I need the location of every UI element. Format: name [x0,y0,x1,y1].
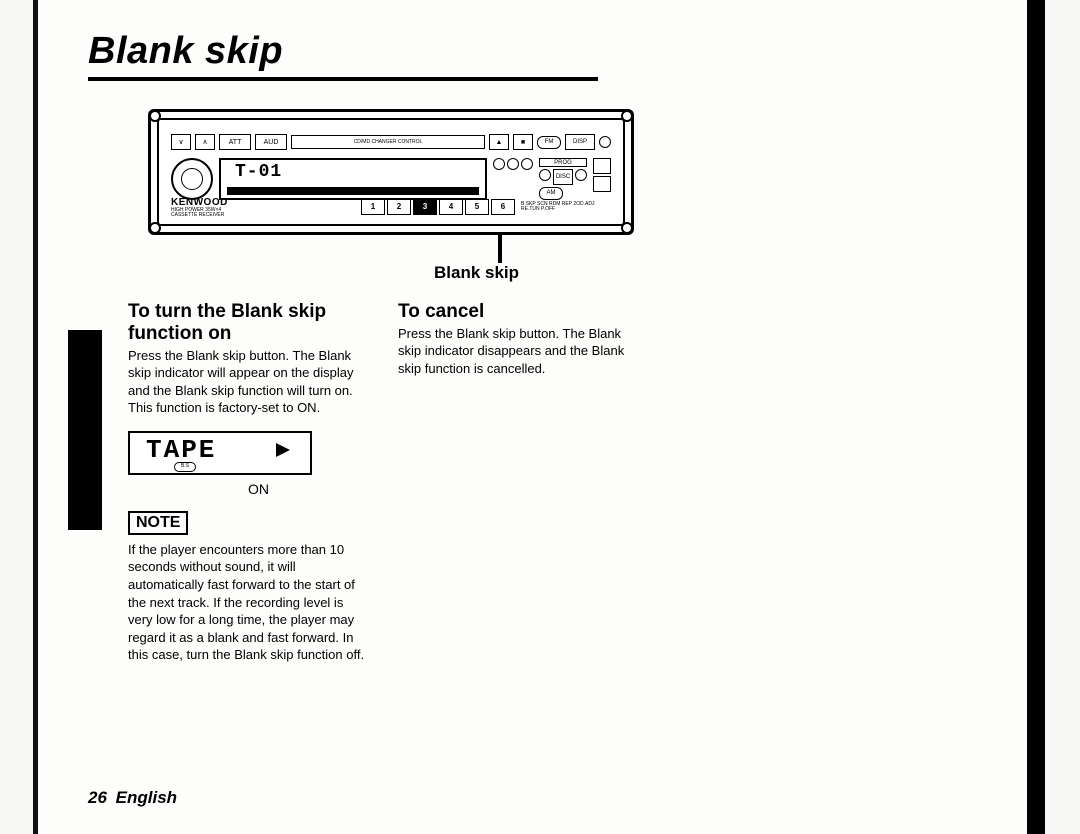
column-left: To turn the Blank skip function on Press… [128,301,368,674]
sq-button-1 [593,158,611,174]
disp-button: DISP [565,134,595,150]
seek-mid-icon [507,158,519,170]
note-body: If the player encounters more than 10 se… [128,541,368,664]
lcd-text: T-01 [235,162,282,182]
preset-3-blank-skip: 3 [413,199,437,215]
model-text: HIGH POWER 35W×4CASSETTE RECEIVER [171,208,228,218]
src-button: ■ [513,134,533,150]
att-button: ATT [219,134,251,150]
page-number: 26 [88,788,107,807]
callout-line [498,235,502,263]
down-button: ∧ [195,134,215,150]
note-box: NOTE [128,511,188,535]
preset-1: 1 [361,199,385,215]
seek-left-icon [493,158,505,170]
play-icon [276,443,290,457]
volume-knob [171,158,213,200]
bs-indicator: B.S [174,462,196,472]
left-heading: To turn the Blank skip function on [128,301,368,345]
seek-right-icon [521,158,533,170]
lcd-display: T-01 [219,158,487,200]
aud-button: AUD [255,134,287,150]
eject-button: ▲ [489,134,509,150]
prog-button: PROG [539,158,587,167]
preset-row: 1 2 3 4 5 6 [361,199,515,215]
preset-6: 6 [491,199,515,215]
content-columns: To turn the Blank skip function on Press… [128,301,997,674]
ff-icon [575,169,587,181]
disc-button: DISC [553,169,573,185]
tape-display: TAPE B.S [128,431,312,475]
right-body: Press the Blank skip button. The Blank s… [398,325,638,378]
tape-display-text: TAPE [146,435,216,465]
fm-button: FM [537,136,561,149]
brand-label: KENWOOD [171,197,228,208]
device-top-label: CD/MD CHANGER CONTROL [291,135,485,149]
right-heading: To cancel [398,301,638,323]
page-inner: Blank skip Cassette player features ∨ ∧ … [38,0,1027,834]
manual-page: Blank skip Cassette player features ∨ ∧ … [33,0,1045,834]
up-button: ∨ [171,134,191,150]
preset-2: 2 [387,199,411,215]
rew-icon [539,169,551,181]
callout-label: Blank skip [434,263,997,283]
preset-4: 4 [439,199,463,215]
sq-button-2 [593,176,611,192]
power-led [599,136,611,148]
device-diagram: ∨ ∧ ATT AUD CD/MD CHANGER CONTROL ▲ ■ FM… [148,109,997,283]
column-right: To cancel Press the Blank skip button. T… [398,301,638,674]
language-label: English [116,788,177,807]
preset-5: 5 [465,199,489,215]
bottom-small-text: B.SKP SCN RDM REP 2OD.ADJ RE.TUN P.OFF [521,202,611,212]
page-title: Blank skip [88,30,997,73]
on-label: ON [248,481,368,497]
page-footer: 26 English [88,788,177,808]
side-tab-block [68,330,102,530]
left-body: Press the Blank skip button. The Blank s… [128,347,368,417]
title-rule [88,77,598,81]
